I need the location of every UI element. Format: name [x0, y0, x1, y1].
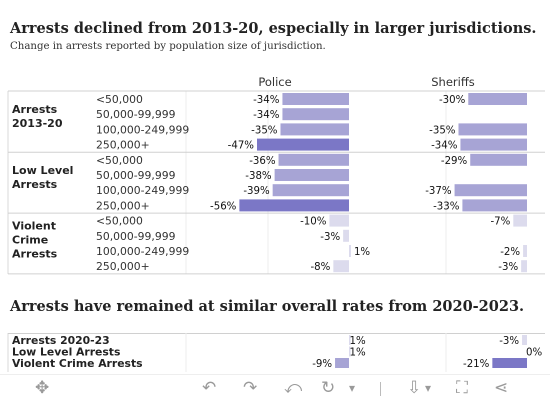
bar-police [349, 335, 351, 345]
group-label-line: Arrests [12, 103, 58, 116]
data-label-police: -3% [320, 232, 340, 243]
fullscreen-icon[interactable]: ⛶ [456, 378, 468, 398]
row-label: 50,000-99,999 [96, 169, 176, 182]
row-label: <50,000 [96, 215, 143, 228]
row-label: 250,000+ [96, 139, 150, 152]
row-label: 100,000-249,999 [96, 245, 189, 258]
row-label: 50,000-99,999 [96, 230, 176, 243]
bar-police [278, 153, 349, 166]
row-label: Violent Crime Arrests [12, 357, 143, 370]
bar-sheriffs [513, 214, 527, 227]
data-label-police: -34% [253, 95, 280, 106]
data-label-sheriffs: -37% [425, 186, 452, 197]
data-label-sheriffs: -3% [499, 336, 519, 347]
row-label: 250,000+ [96, 199, 150, 212]
bar-sheriffs [458, 123, 527, 136]
row-label: 250,000+ [96, 260, 150, 273]
group-label: Low Level Arrests [12, 164, 73, 191]
bar-police [239, 199, 349, 212]
data-label-police: -8% [310, 262, 330, 273]
row-label: 100,000-249,999 [96, 184, 189, 197]
row-label: <50,000 [96, 93, 143, 106]
bar-sheriffs [468, 93, 527, 105]
bar-police [282, 93, 349, 105]
chevron-down-icon[interactable]: ▾ [349, 381, 356, 395]
bar-police [349, 346, 351, 357]
group-label-line: Low Level [12, 164, 73, 177]
row-label: Arrests 2020-23 [12, 334, 110, 347]
bar-police [280, 123, 349, 136]
data-label-police: -9% [312, 359, 332, 370]
viz-toolbar: ✥ ↶ ↷ ⤺ ↻ ▾ ⇩ ▾ ⛶ ⋖ [0, 374, 550, 403]
row-label: 50,000-99,999 [96, 108, 176, 121]
data-label-sheriffs: 0% [526, 348, 542, 359]
group-label-line: Violent [12, 220, 56, 233]
data-label-police: -47% [228, 141, 255, 152]
group-label-line: Crime [12, 234, 48, 247]
download-chevron-icon[interactable]: ▾ [425, 381, 432, 395]
chart-subtitle: Change in arrests reported by population… [10, 41, 326, 52]
row-label: 100,000-249,999 [96, 123, 189, 136]
share-icon[interactable]: ⋖ [494, 378, 509, 398]
column-header-sheriffs: Sheriffs [431, 75, 475, 89]
toolbar-divider [380, 382, 381, 396]
data-label-police: -56% [210, 201, 237, 212]
bar-sheriffs [522, 335, 527, 345]
data-label-sheriffs: -3% [498, 262, 518, 273]
refresh-icon[interactable]: ↻ [321, 378, 336, 398]
bar-police [257, 138, 349, 151]
bar-police [343, 229, 349, 242]
bar-sheriffs [460, 138, 527, 151]
undo-icon[interactable]: ↶ [202, 378, 217, 398]
data-label-sheriffs: -33% [433, 201, 460, 212]
bar-police [335, 358, 349, 368]
data-label-sheriffs: -34% [431, 141, 458, 152]
data-label-police: -34% [253, 110, 280, 121]
chart-title: Arrests declined from 2013-20, especiall… [10, 20, 537, 37]
data-label-sheriffs: -29% [441, 156, 468, 167]
group-label: Arrests 2013-20 [12, 103, 63, 130]
data-label-police: -38% [245, 171, 272, 182]
bar-sheriffs [492, 358, 527, 368]
bar-sheriffs [462, 199, 527, 212]
redo-icon[interactable]: ↷ [243, 378, 258, 398]
bar-sheriffs [470, 153, 527, 166]
data-label-sheriffs: -2% [500, 247, 520, 258]
move-icon[interactable]: ✥ [35, 378, 50, 398]
data-label-sheriffs: -21% [463, 359, 490, 370]
bar-police [282, 108, 349, 121]
row-label: <50,000 [96, 154, 143, 167]
column-header-police: Police [258, 75, 291, 89]
data-label-police: -10% [300, 217, 327, 228]
bar-sheriffs [454, 184, 527, 197]
group-label: Violent Crime Arrests [12, 220, 58, 261]
group-label-line: 2013-20 [12, 117, 63, 130]
data-label-sheriffs: -35% [429, 125, 456, 136]
chart-2-title: Arrests have remained at similar overall… [10, 298, 525, 315]
row-label: Low Level Arrests [12, 346, 120, 359]
data-label-police: 1% [350, 348, 366, 359]
group-label-line: Arrests [12, 248, 58, 261]
data-label-sheriffs: -30% [439, 95, 466, 106]
bar-sheriffs [521, 260, 527, 273]
download-icon[interactable]: ⇩ [407, 378, 422, 398]
data-label-police: 1% [354, 247, 370, 258]
group-label-line: Arrests [12, 178, 58, 191]
chart-2: Arrests 2020-23 1% -3% Low Level Arrests 1% 0… [7, 333, 545, 372]
data-label-police: -36% [249, 156, 276, 167]
bar-sheriffs [523, 245, 527, 257]
bar-police [274, 169, 349, 181]
bar-police [329, 214, 349, 227]
data-label-police: -35% [251, 125, 278, 136]
revert-icon[interactable]: ⤺ [284, 378, 303, 398]
bar-police [272, 184, 349, 197]
bar-police [349, 245, 351, 257]
data-label-sheriffs: -7% [490, 217, 510, 228]
data-label-police: -39% [243, 186, 270, 197]
data-label-police: 1% [350, 336, 366, 347]
bar-police [333, 260, 349, 273]
